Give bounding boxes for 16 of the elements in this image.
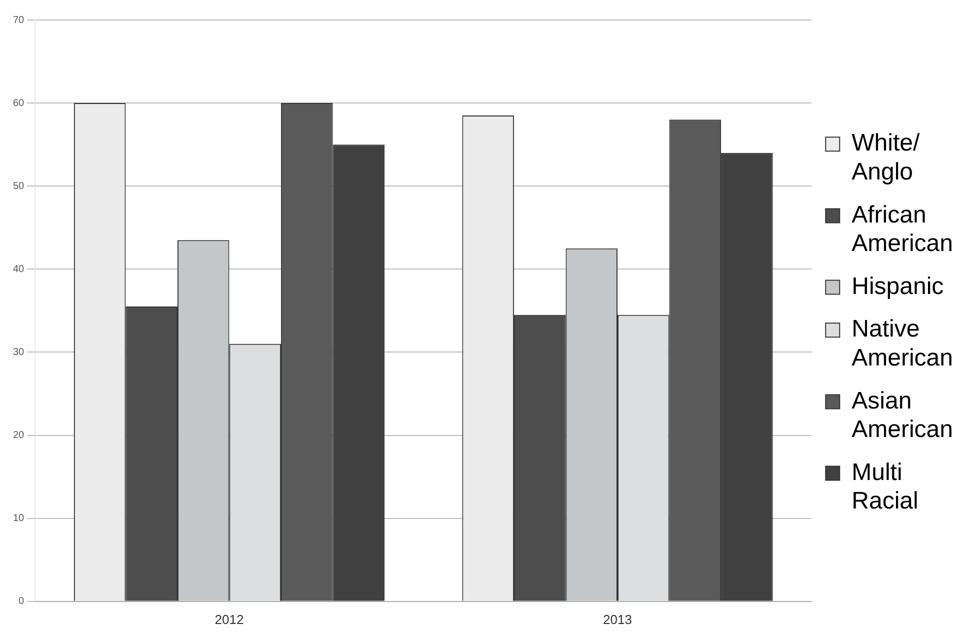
legend-label: Hispanic xyxy=(852,272,944,300)
legend-label: Multi Racial xyxy=(852,458,918,515)
x-tick-label: 2013 xyxy=(603,612,632,627)
y-tick-label: 30 xyxy=(13,346,25,358)
y-tick-label: 40 xyxy=(13,264,25,275)
x-tick-label: 2012 xyxy=(214,612,244,627)
y-tick-label: 70 xyxy=(13,14,25,26)
legend-label: White/ Anglo xyxy=(852,130,920,186)
legend-label: African American xyxy=(852,201,954,258)
legend-label: Asian American xyxy=(852,387,954,444)
legend-label: Native American xyxy=(852,316,954,372)
y-tick-label: 50 xyxy=(13,180,25,192)
y-tick-label: 60 xyxy=(13,98,25,109)
y-tick-label: 20 xyxy=(13,430,25,442)
y-tick-label: 0 xyxy=(18,596,25,608)
y-tick-label: 10 xyxy=(13,513,25,524)
